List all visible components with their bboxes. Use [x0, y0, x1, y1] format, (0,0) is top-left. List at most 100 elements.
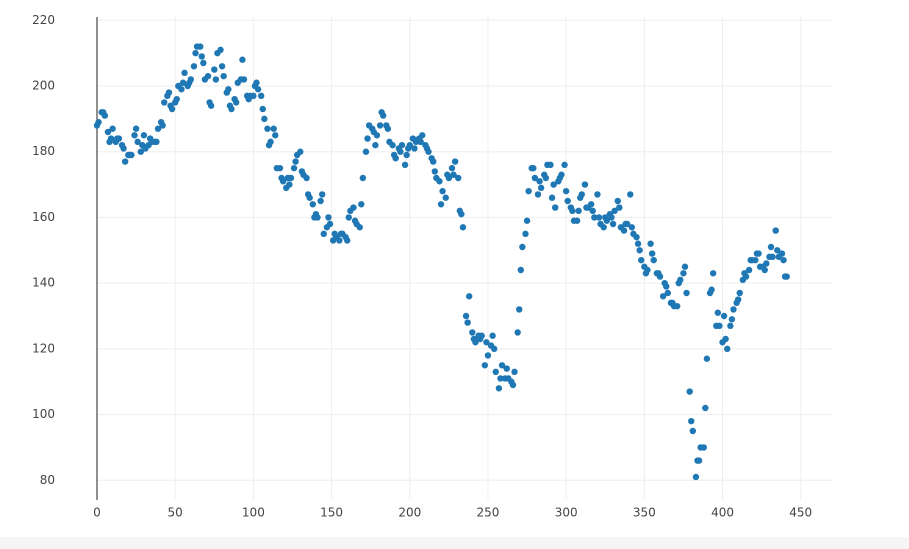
point — [736, 289, 743, 297]
point — [198, 53, 205, 60]
point — [326, 220, 334, 228]
point — [702, 404, 709, 412]
point — [522, 230, 529, 238]
point — [364, 135, 371, 142]
x-tick-label: 50 — [168, 506, 183, 520]
point — [317, 197, 324, 205]
point — [425, 148, 432, 155]
y-tick-label: 180 — [32, 144, 55, 158]
point — [153, 138, 160, 146]
point — [439, 187, 446, 195]
point — [314, 214, 321, 221]
point — [267, 138, 274, 146]
point — [372, 141, 379, 149]
point — [603, 217, 611, 224]
point — [306, 194, 313, 201]
point — [448, 164, 456, 172]
point — [497, 375, 504, 382]
point — [232, 99, 240, 106]
bottom-strip — [0, 537, 909, 549]
point — [270, 125, 277, 132]
point — [638, 256, 645, 264]
point — [303, 174, 310, 182]
point — [159, 122, 166, 129]
point — [178, 86, 185, 93]
point — [137, 148, 144, 155]
x-tick-label: 350 — [633, 506, 656, 520]
point — [614, 197, 621, 205]
point — [107, 135, 115, 142]
point — [728, 316, 736, 323]
point — [689, 427, 697, 435]
point — [459, 224, 467, 231]
point — [561, 161, 568, 169]
point — [190, 63, 198, 70]
point — [430, 158, 437, 165]
y-tick-label: 140 — [32, 276, 55, 290]
point — [742, 273, 750, 280]
point — [197, 43, 204, 50]
point — [552, 204, 559, 211]
point — [239, 56, 246, 63]
point — [344, 237, 351, 244]
point — [379, 112, 387, 119]
x-tick-label: 0 — [93, 506, 101, 520]
point — [778, 250, 786, 257]
point — [286, 181, 293, 188]
point — [591, 214, 598, 221]
point — [492, 368, 499, 376]
point — [734, 296, 742, 303]
point — [722, 335, 729, 343]
point — [445, 174, 453, 182]
point — [389, 141, 396, 149]
point — [109, 125, 116, 132]
point — [451, 158, 459, 165]
point — [290, 164, 298, 172]
point — [318, 191, 326, 198]
point — [358, 201, 365, 208]
point — [514, 329, 521, 336]
point — [634, 240, 642, 247]
point — [724, 345, 731, 353]
point — [517, 266, 524, 274]
point — [250, 92, 257, 100]
point — [212, 76, 220, 83]
point — [254, 86, 262, 93]
point — [683, 289, 690, 297]
point — [253, 79, 260, 86]
point — [587, 201, 595, 208]
point — [530, 164, 537, 172]
x-tick-label: 150 — [320, 506, 343, 520]
point — [616, 204, 623, 211]
point — [192, 49, 199, 57]
point — [320, 230, 327, 238]
point — [752, 256, 759, 264]
point — [264, 125, 271, 132]
point — [95, 118, 102, 126]
point — [548, 194, 556, 201]
point — [483, 339, 490, 346]
point — [709, 270, 717, 277]
point — [783, 273, 790, 280]
point — [636, 247, 643, 254]
point — [272, 132, 279, 139]
point — [131, 132, 138, 139]
point — [200, 59, 207, 67]
point — [633, 233, 640, 241]
point — [161, 99, 168, 106]
point — [225, 86, 232, 93]
point — [397, 148, 404, 155]
point — [700, 444, 707, 451]
point — [373, 132, 381, 139]
point — [523, 217, 531, 224]
point — [398, 141, 406, 149]
point — [392, 155, 399, 162]
point — [516, 306, 523, 313]
point — [692, 473, 700, 481]
point — [472, 339, 479, 346]
x-tick-label: 100 — [242, 506, 265, 520]
y-tick-label: 80 — [40, 473, 55, 487]
point — [436, 178, 443, 185]
point — [755, 250, 762, 257]
point — [345, 214, 352, 221]
